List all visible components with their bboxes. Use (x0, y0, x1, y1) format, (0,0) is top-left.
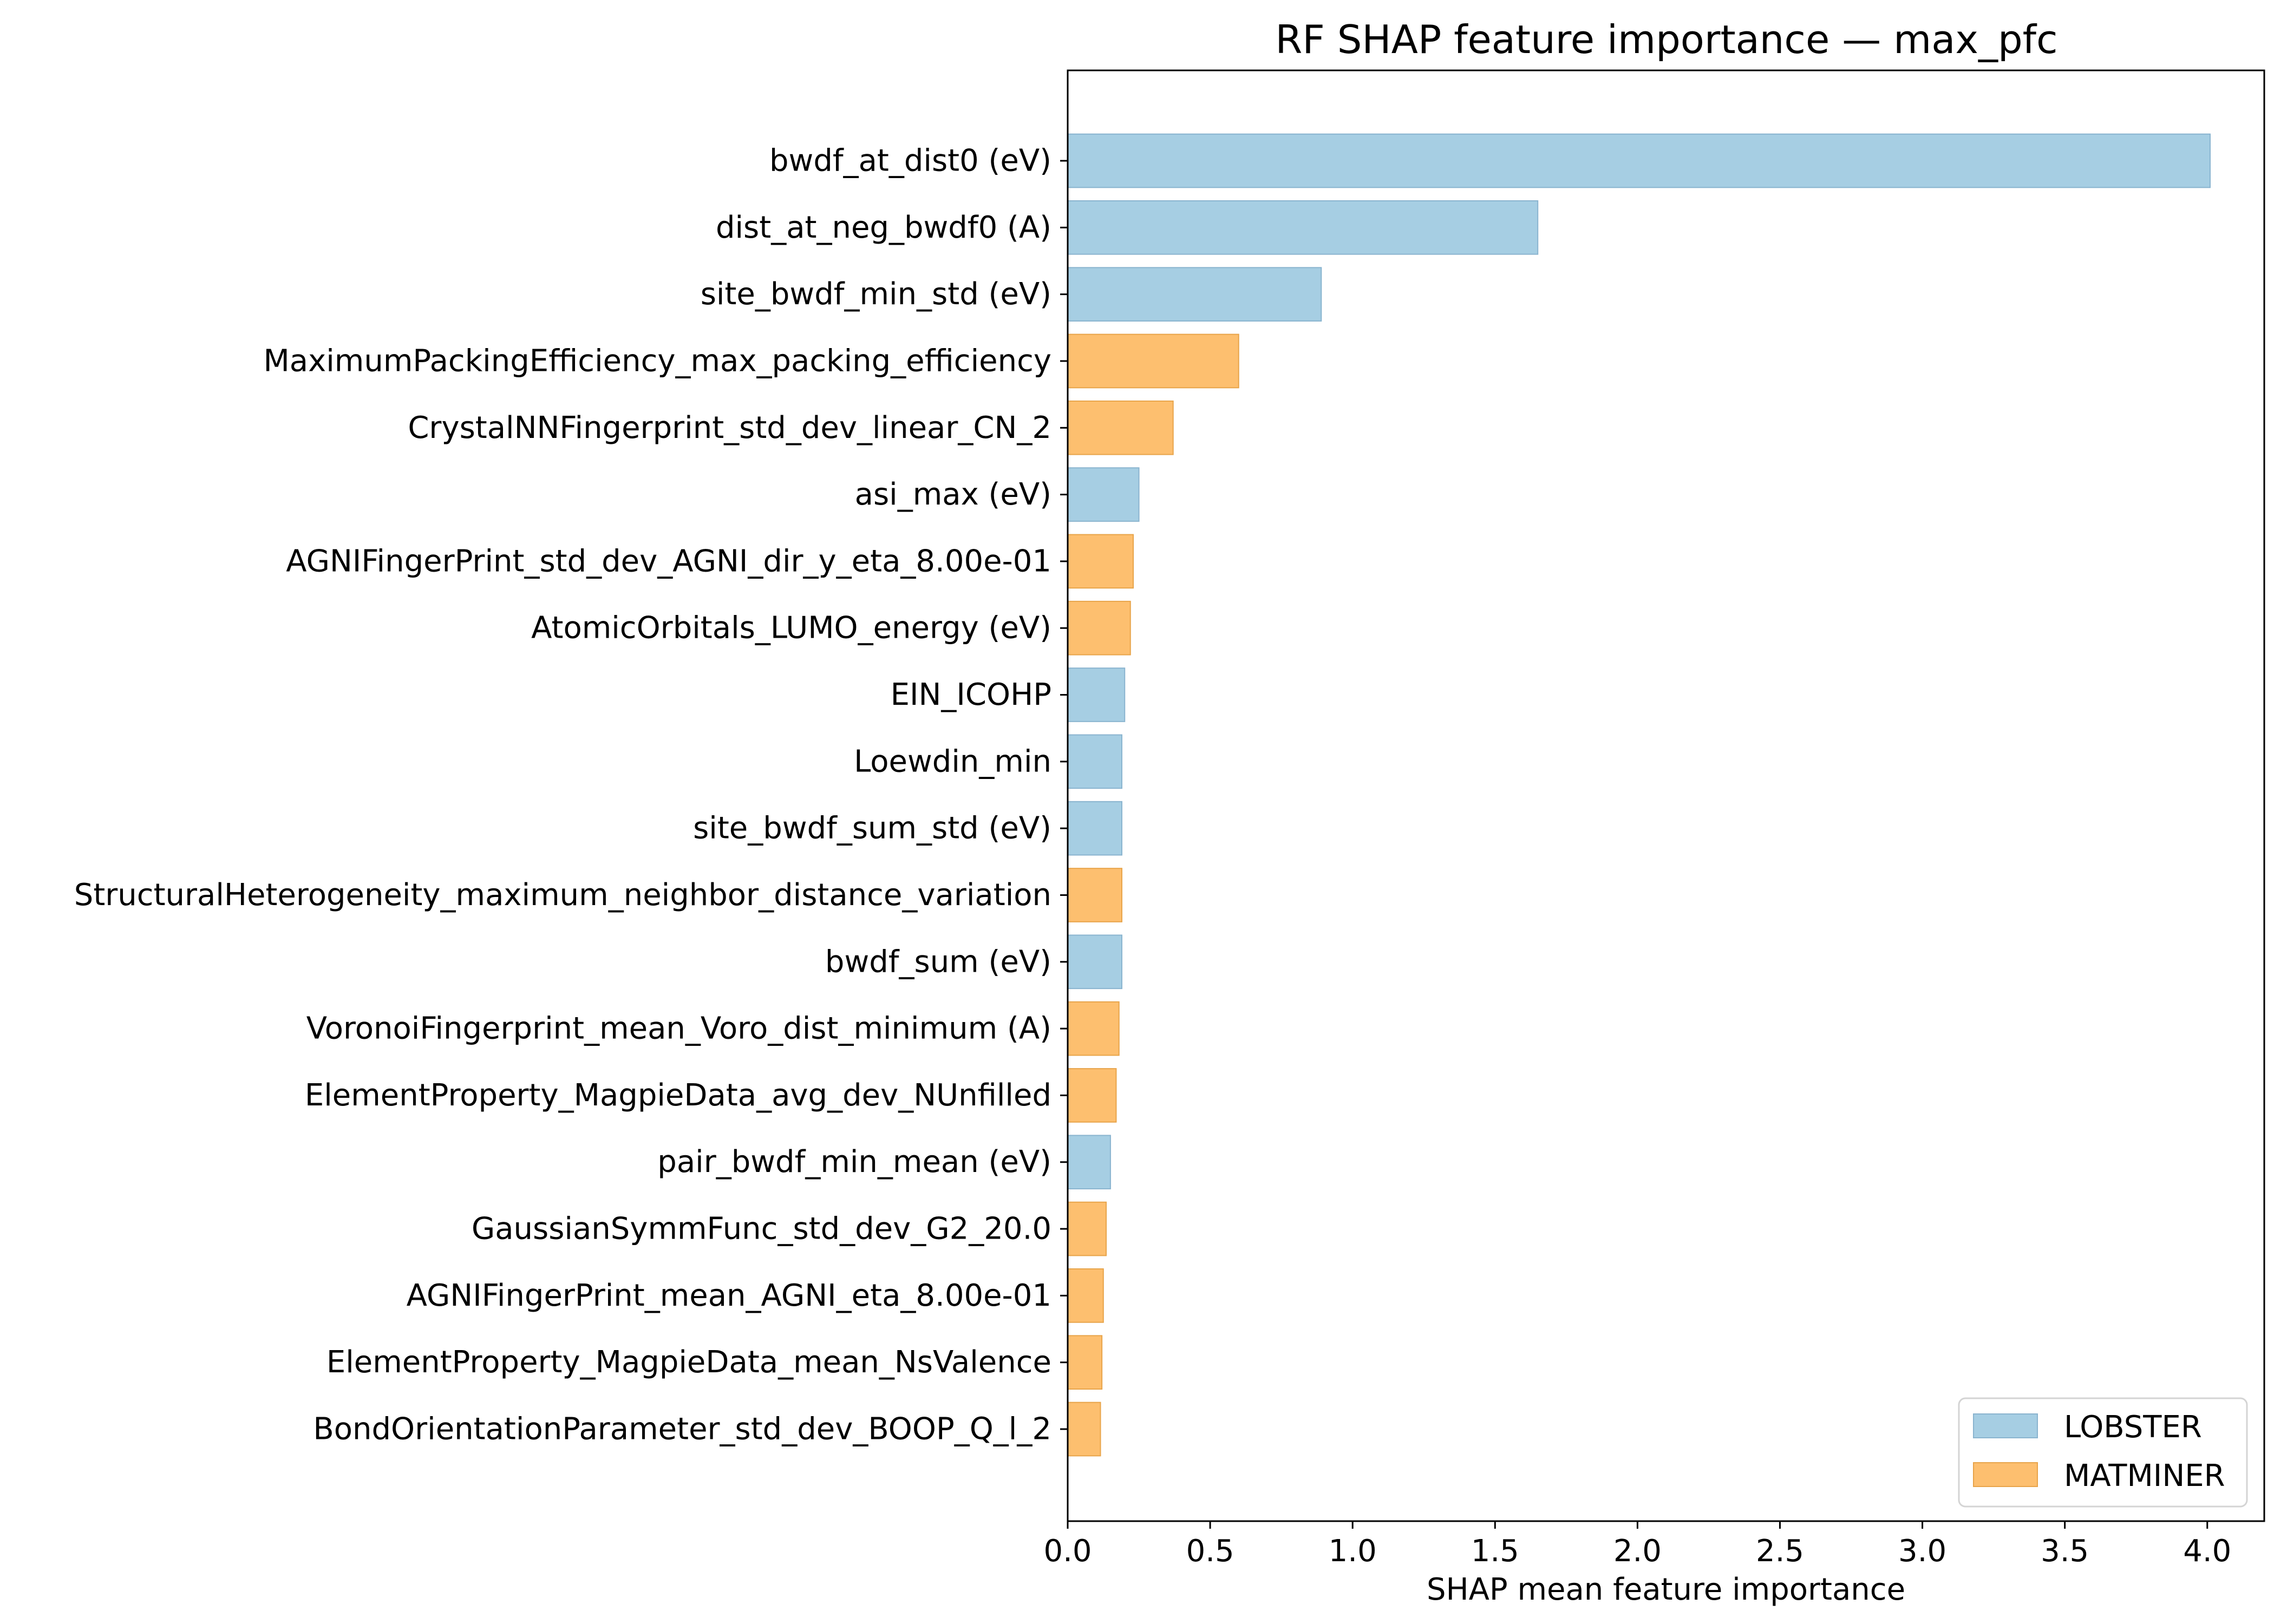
bar-12 (1067, 868, 1122, 922)
plot-frame (1067, 69, 2265, 1522)
bar-13 (1067, 934, 1122, 990)
bars-layer (1067, 133, 2211, 1457)
bar-6 (1067, 467, 1140, 522)
x-tick-label: 0.5 (1186, 1534, 1234, 1569)
y-tick-label: ElementProperty_MagpieData_avg_dev_NUnfi… (305, 1078, 1051, 1113)
y-tick-label: AtomicOrbitals_LUMO_energy (eV) (531, 611, 1051, 646)
legend-swatch-matminer (1973, 1462, 2038, 1487)
y-tick-label: BondOrientationParameter_std_dev_BOOP_Q_… (313, 1412, 1051, 1447)
bar-2 (1067, 200, 1539, 255)
x-tick-label: 2.0 (1613, 1534, 1662, 1569)
y-tick-label: pair_bwdf_min_mean (eV) (657, 1144, 1051, 1180)
x-axis-title: SHAP mean feature importance (1427, 1572, 1905, 1607)
x-tick-label: 0.0 (1043, 1534, 1092, 1569)
bar-11 (1067, 801, 1122, 856)
bar-3 (1067, 267, 1322, 322)
y-tick-label: VoronoiFingerprint_mean_Voro_dist_minimu… (306, 1011, 1051, 1046)
y-tick-label: MaximumPackingEfficiency_max_packing_eff… (263, 343, 1051, 378)
bar-4 (1067, 333, 1239, 389)
bar-15 (1067, 1068, 1117, 1123)
y-tick-label: Loewdin_min (854, 744, 1051, 779)
bar-10 (1067, 734, 1122, 789)
bar-7 (1067, 534, 1134, 589)
y-tick-label: GaussianSymmFunc_std_dev_G2_20.0 (472, 1212, 1051, 1247)
chart-title: RF SHAP feature importance — max_pfc (1275, 17, 2057, 62)
bar-1 (1067, 133, 2211, 188)
y-tick-label: ElementProperty_MagpieData_mean_NsValenc… (326, 1345, 1051, 1380)
x-tick-label: 3.5 (2041, 1534, 2089, 1569)
y-tick-label: CrystalNNFingerprint_std_dev_linear_CN_2 (408, 410, 1051, 446)
y-tick-label: AGNIFingerPrint_mean_AGNI_eta_8.00e-01 (407, 1278, 1051, 1313)
y-tick-label: StructuralHeterogeneity_maximum_neighbor… (74, 878, 1051, 913)
legend-swatch-lobster (1973, 1413, 2038, 1438)
legend-label-matminer: MATMINER (2064, 1458, 2225, 1494)
bar-5 (1067, 400, 1174, 455)
x-tick-label: 3.0 (1898, 1534, 1946, 1569)
bar-8 (1067, 600, 1131, 656)
x-axis-ticks: 0.0 0.5 1.0 1.5 2.0 2.5 3.0 3.5 4.0 (1043, 1521, 2231, 1569)
x-tick-label: 4.0 (2183, 1534, 2231, 1569)
y-tick-label: dist_at_neg_bwdf0 (A) (716, 210, 1051, 245)
y-tick-label: site_bwdf_sum_std (eV) (693, 811, 1051, 846)
x-tick-label: 1.5 (1471, 1534, 1519, 1569)
y-tick-label: site_bwdf_min_std (eV) (701, 277, 1051, 312)
y-tick-labels: bwdf_at_dist0 (eV) dist_at_neg_bwdf0 (A) s… (74, 143, 1068, 1447)
legend-label-lobster: LOBSTER (2064, 1410, 2202, 1445)
bar-14 (1067, 1001, 1120, 1056)
bar-9 (1067, 667, 1126, 722)
bar-19 (1067, 1335, 1103, 1390)
bar-16 (1067, 1135, 1111, 1190)
bar-17 (1067, 1201, 1107, 1256)
bar-18 (1067, 1268, 1104, 1323)
y-tick-label: EIN_ICOHP (891, 677, 1051, 712)
y-tick-label: bwdf_sum (eV) (825, 944, 1051, 979)
y-tick-label: asi_max (eV) (855, 477, 1051, 512)
y-tick-label: bwdf_at_dist0 (eV) (769, 143, 1051, 179)
x-tick-label: 1.0 (1329, 1534, 1377, 1569)
x-tick-label: 2.5 (1756, 1534, 1804, 1569)
legend: LOBSTER MATMINER (1958, 1397, 2248, 1508)
y-tick-label: AGNIFingerPrint_std_dev_AGNI_dir_y_eta_8… (286, 543, 1051, 579)
bar-20 (1067, 1402, 1101, 1457)
